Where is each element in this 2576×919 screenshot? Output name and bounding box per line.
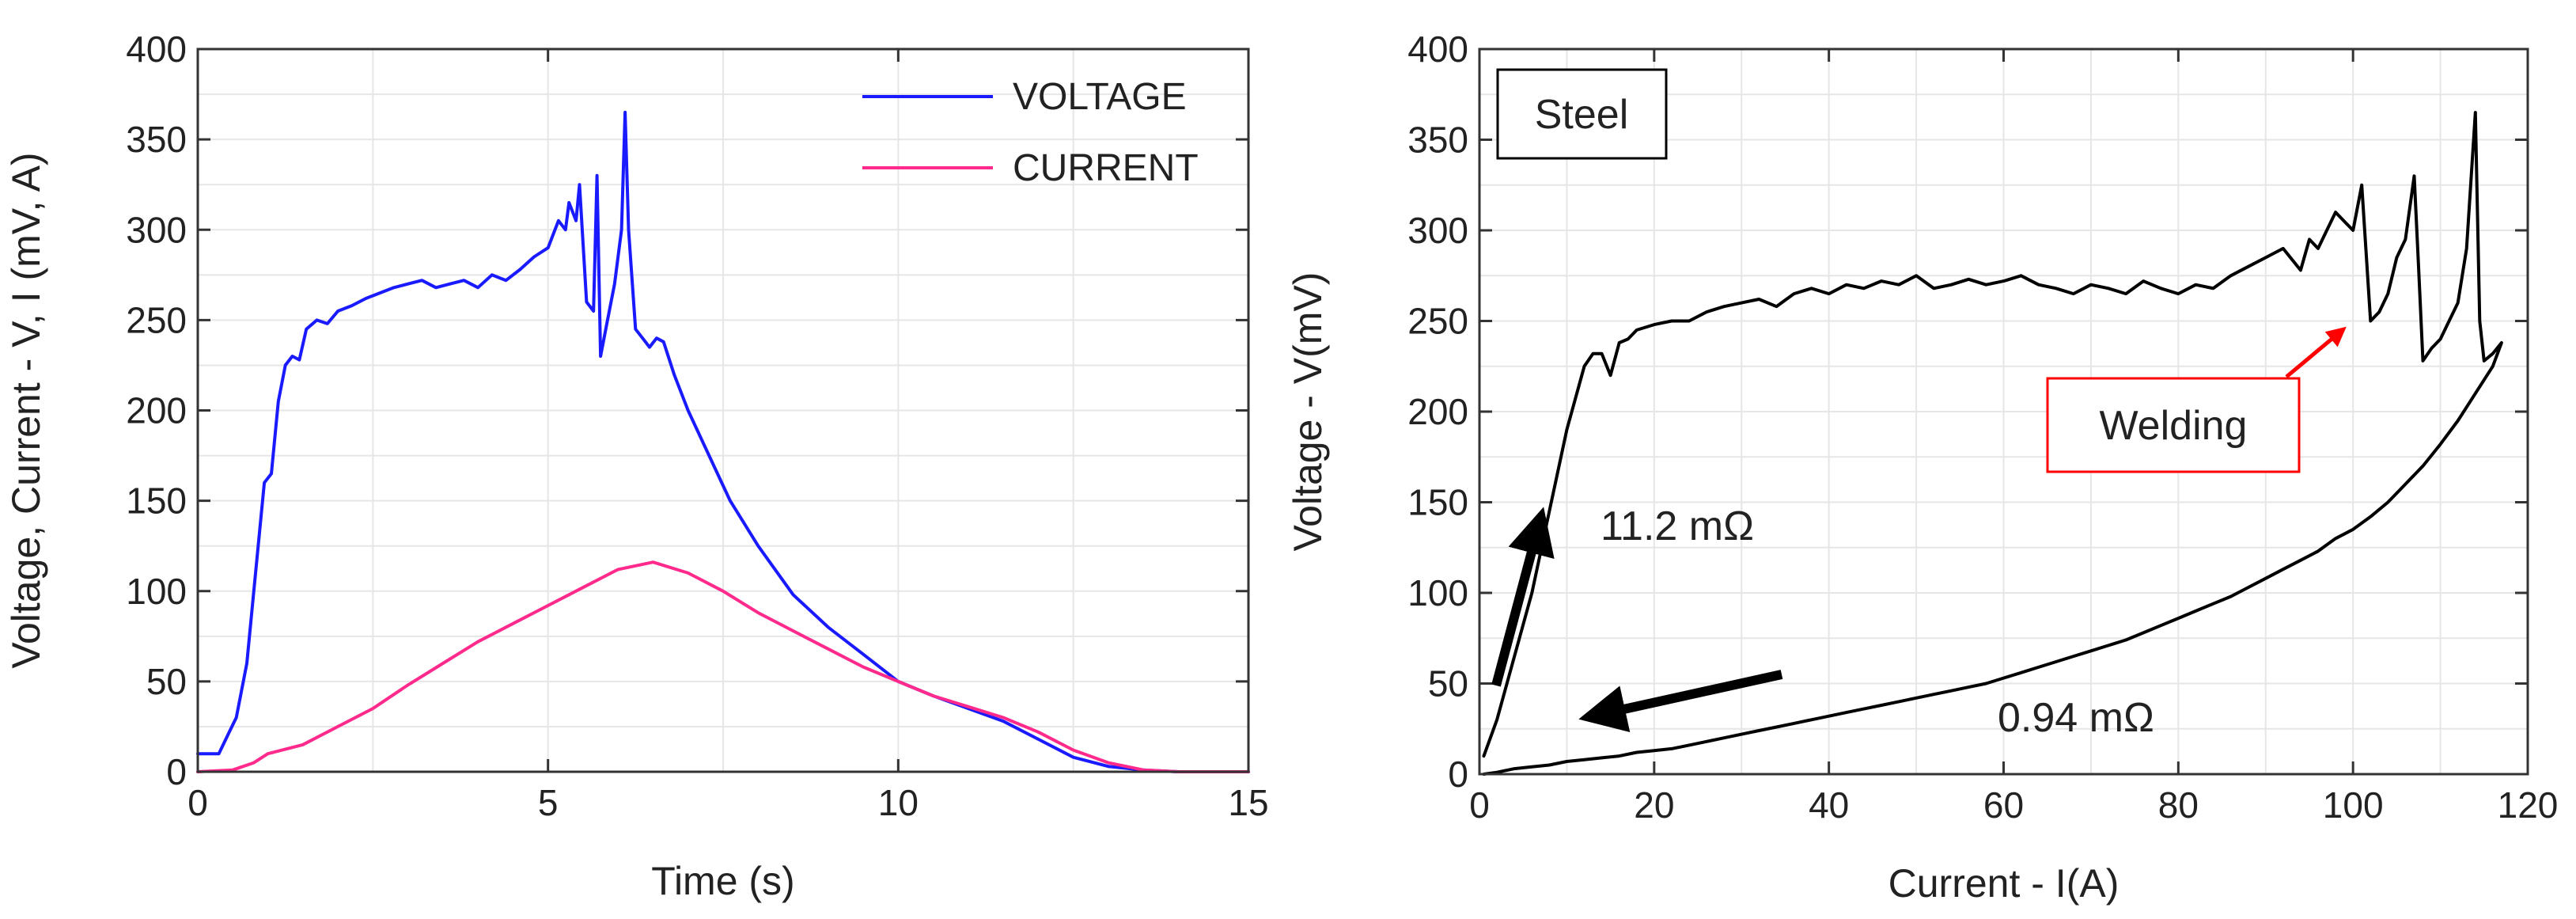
right-x-tick-label: 100 bbox=[2323, 784, 2384, 826]
arrow-unloading bbox=[1578, 670, 1783, 732]
left-legend: VOLTAGE CURRENT bbox=[862, 76, 1199, 189]
right-y-tick-label: 0 bbox=[1448, 754, 1468, 795]
right-x-tick-label: 40 bbox=[1809, 784, 1849, 826]
left-x-tick-label: 15 bbox=[1228, 782, 1268, 823]
left-y-tick-label: 0 bbox=[166, 751, 187, 792]
series-steel-loop bbox=[1482, 111, 2503, 776]
left-y-tick-label: 100 bbox=[126, 571, 187, 612]
left-grid bbox=[197, 48, 1249, 773]
right-y-tick-label: 250 bbox=[1407, 301, 1468, 342]
left-x-tick-label: 10 bbox=[878, 782, 919, 823]
arrow-loading bbox=[1491, 507, 1555, 687]
right-x-tick-label: 20 bbox=[1634, 784, 1674, 826]
right-y-tick-label: 150 bbox=[1407, 482, 1468, 523]
right-y-tick-label: 200 bbox=[1407, 391, 1468, 432]
right-plot-frame bbox=[1478, 47, 2529, 776]
left-x-tick-label: 5 bbox=[538, 782, 559, 823]
right-x-axis-label: Current - I(A) bbox=[1888, 861, 2120, 906]
right-x-tick-label: 80 bbox=[2158, 784, 2199, 826]
right-y-tick-label: 350 bbox=[1407, 120, 1468, 161]
left-y-tick-label: 350 bbox=[126, 119, 187, 160]
welding-label: Welding bbox=[2100, 403, 2248, 449]
legend-voltage-label: VOLTAGE bbox=[1013, 76, 1187, 118]
right-x-tick-label: 60 bbox=[1983, 784, 2024, 826]
left-x-axis-label: Time (s) bbox=[651, 859, 794, 903]
right-ticks: 0 20 40 60 80 100 120 0 50 100 150 200 250 300 350 400 bbox=[1407, 28, 2558, 826]
right-y-tick-label: 300 bbox=[1407, 210, 1468, 251]
slope-label-unloading: 0.94 mΩ bbox=[1998, 695, 2154, 741]
left-y-tick-label: 400 bbox=[126, 28, 187, 70]
series-voltage bbox=[196, 110, 1250, 773]
right-y-tick-label: 50 bbox=[1428, 663, 1468, 704]
left-y-tick-label: 150 bbox=[126, 480, 187, 522]
welding-box: Welding bbox=[2046, 377, 2301, 473]
right-x-tick-label: 0 bbox=[1469, 784, 1490, 826]
left-series bbox=[196, 110, 1250, 773]
right-y-axis-label: Voltage - V(mV) bbox=[1286, 272, 1330, 552]
iv-chart: 0 20 40 60 80 100 120050100150200250300350400 … bbox=[1286, 28, 2558, 906]
slope-label-loading: 11.2 mΩ bbox=[1601, 503, 1754, 549]
left-x-tick-label: 0 bbox=[188, 782, 208, 823]
right-series bbox=[1482, 111, 2503, 776]
left-y-tick-label: 50 bbox=[146, 661, 187, 702]
series-current bbox=[196, 560, 1250, 773]
left-y-tick-label: 300 bbox=[126, 209, 187, 250]
right-y-tick-label: 400 bbox=[1407, 28, 1468, 70]
left-y-tick-label: 200 bbox=[126, 390, 187, 431]
left-y-axis-label: Voltage, Current - V, I (mV, A) bbox=[4, 152, 48, 668]
steel-label: Steel bbox=[1535, 92, 1629, 138]
steel-label-box: Steel bbox=[1496, 68, 1668, 160]
legend-current-label: CURRENT bbox=[1013, 147, 1199, 189]
right-y-tick-label: 100 bbox=[1407, 572, 1468, 613]
left-plot-frame bbox=[196, 47, 1250, 773]
right-x-tick-label: 120 bbox=[2498, 784, 2559, 826]
left-y-tick-label: 250 bbox=[126, 299, 187, 340]
arrow-welding bbox=[2285, 326, 2347, 378]
